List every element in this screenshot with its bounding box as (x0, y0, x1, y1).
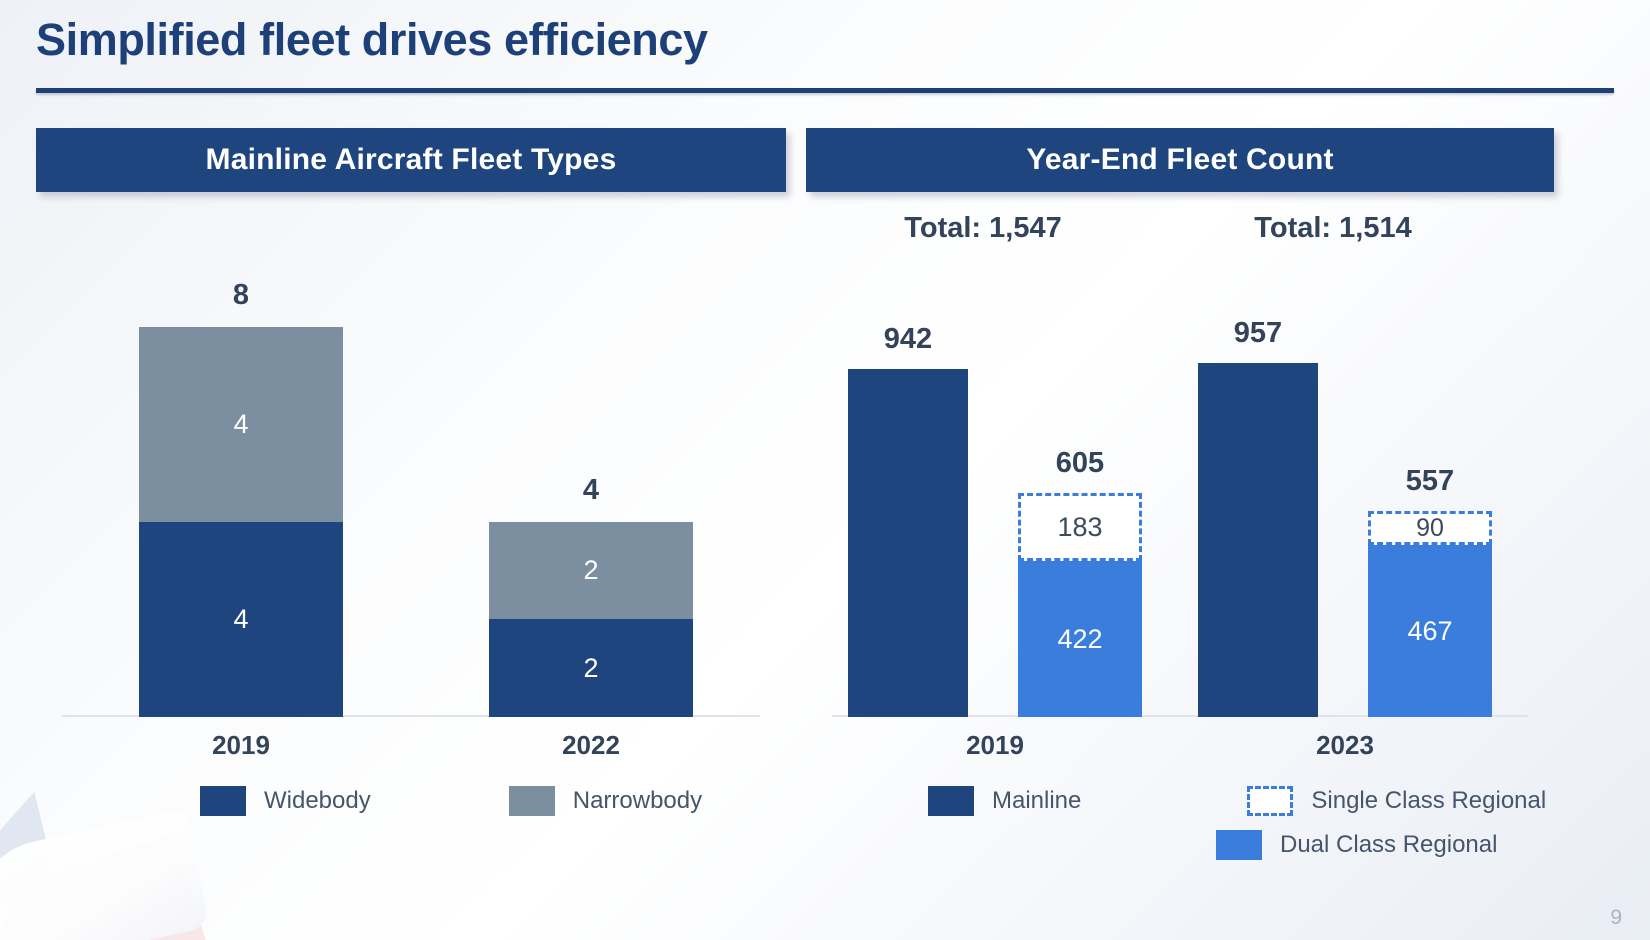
segment-widebody-2019[interactable]: 4 (139, 522, 343, 717)
legend-item-mainline[interactable]: Mainline (928, 786, 1081, 816)
panel-header-right: Year-End Fleet Count (806, 128, 1554, 192)
legend-label-single-class-regional: Single Class Regional (1311, 787, 1547, 814)
legend-swatch-mainline-icon (928, 786, 974, 816)
bar-group-2022-left: 4 2 2 (456, 474, 726, 717)
legend-label-widebody: Widebody (264, 787, 371, 814)
legend-item-widebody[interactable]: Widebody (200, 786, 371, 816)
panel-mainline-fleet-types: Mainline Aircraft Fleet Types 8 4 4 4 (36, 128, 786, 816)
legend-label-dual-class-regional: Dual Class Regional (1280, 831, 1498, 858)
chart-year-end-fleet-count: Total: 1,547 Total: 1,514 942 605 183 42… (806, 212, 1554, 860)
bar-label-mainline-2019: 942 (883, 323, 933, 355)
legend-item-narrowbody[interactable]: Narrowbody (508, 786, 703, 816)
bar-total-regional-2023: 557 (1405, 465, 1455, 497)
decorative-red-swoosh (0, 834, 218, 940)
legend-right-row-2: Dual Class Regional (1216, 830, 1497, 860)
x-axis-line-right (832, 715, 1528, 717)
legend-label-mainline: Mainline (992, 787, 1082, 814)
category-label-right-1: 2023 (1316, 730, 1374, 760)
bar-group-2023-regional: 557 90 467 (1368, 465, 1492, 717)
legend-swatch-widebody-icon (200, 786, 246, 816)
bar-label-mainline-2023: 957 (1233, 317, 1283, 349)
segment-single-class-regional-2019[interactable]: 183 (1018, 493, 1142, 561)
stacked-bar-regional-2023[interactable]: 557 90 467 (1368, 465, 1492, 717)
plot-area-right: 942 605 183 422 957 (806, 255, 1554, 717)
segment-single-class-regional-2023[interactable]: 90 (1368, 511, 1492, 545)
legend-label-narrowbody: Narrowbody (572, 787, 703, 814)
bar-mainline-2019[interactable]: 942 (848, 323, 968, 717)
bar-group-2019-mainline: 942 (848, 323, 968, 717)
legend-right-row-1: Mainline Single Class Regional (928, 786, 1546, 816)
segment-mainline-2019[interactable] (848, 369, 968, 717)
legend-swatch-narrowbody-icon (508, 786, 555, 816)
category-label-right-0: 2019 (966, 730, 1024, 760)
segment-narrowbody-2019[interactable]: 4 (139, 327, 343, 522)
segment-narrowbody-2022[interactable]: 2 (489, 522, 693, 619)
decorative-triangle (0, 776, 95, 922)
group-total-2023: Total: 1,514 (1254, 212, 1412, 244)
segment-dual-class-regional-2023[interactable]: 467 (1368, 545, 1492, 717)
plot-area-left: 8 4 4 4 2 2 (36, 212, 786, 717)
legend-left: Widebody Narrowbody (200, 786, 702, 816)
group-total-2019: Total: 1,547 (904, 212, 1062, 244)
segment-dual-class-regional-2019[interactable]: 422 (1018, 561, 1142, 717)
legend-item-dual-class-regional[interactable]: Dual Class Regional (1216, 830, 1497, 860)
bar-group-2023-mainline: 957 (1198, 317, 1318, 717)
segment-widebody-2022[interactable]: 2 (489, 619, 693, 717)
bar-total-2019-left: 8 (232, 279, 250, 311)
decorative-white-swoosh (0, 809, 210, 940)
legend-swatch-single-class-regional-icon (1247, 786, 1294, 816)
category-label-left-0: 2019 (212, 730, 270, 760)
bar-total-regional-2019: 605 (1055, 447, 1105, 479)
stacked-bar-2019[interactable]: 8 4 4 (139, 279, 343, 717)
legend-swatch-dual-class-regional-icon (1216, 830, 1262, 860)
category-label-left-1: 2022 (562, 730, 620, 760)
bar-group-2019-left: 8 4 4 (106, 279, 376, 717)
bar-total-2022-left: 4 (582, 474, 600, 506)
bar-group-2019-regional: 605 183 422 (1018, 447, 1142, 717)
panel-year-end-fleet-count: Year-End Fleet Count Total: 1,547 Total:… (806, 128, 1554, 860)
stacked-bar-2022[interactable]: 4 2 2 (489, 474, 693, 717)
page-number: 9 (1610, 906, 1622, 929)
page-title: Simplified fleet drives efficiency (36, 14, 708, 65)
bar-mainline-2023[interactable]: 957 (1198, 317, 1318, 717)
title-underline (36, 88, 1614, 93)
chart-mainline-fleet-types: 8 4 4 4 2 2 2019 2022 (36, 212, 786, 816)
stacked-bar-regional-2019[interactable]: 605 183 422 (1018, 447, 1142, 717)
segment-mainline-2023[interactable] (1198, 363, 1318, 717)
panel-header-left: Mainline Aircraft Fleet Types (36, 128, 786, 192)
legend-item-single-class-regional[interactable]: Single Class Regional (1247, 786, 1546, 816)
x-axis-line-left (62, 715, 760, 717)
